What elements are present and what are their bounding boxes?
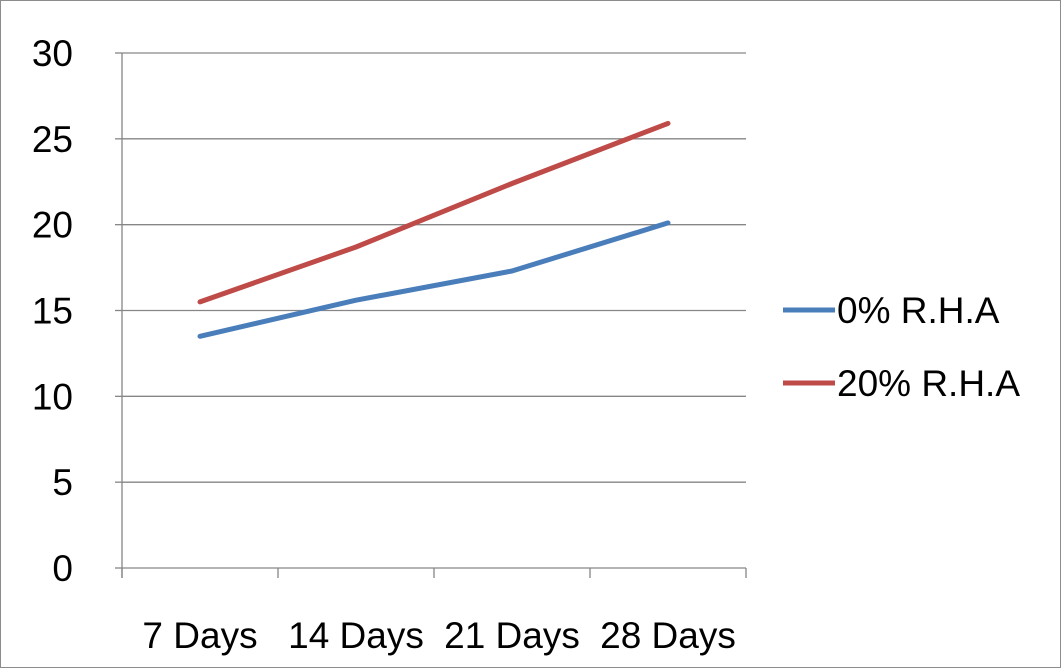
y-axis-tick-labels: 0 5 10 15 20 25 30 bbox=[32, 33, 73, 589]
gridlines bbox=[122, 53, 746, 482]
y-tick-label: 10 bbox=[32, 376, 73, 417]
x-tick-label: 28 Days bbox=[600, 615, 736, 656]
legend-label: 20% R.H.A bbox=[837, 363, 1020, 404]
y-tick-label: 30 bbox=[32, 33, 73, 74]
y-tick-label: 25 bbox=[32, 119, 73, 160]
y-tick-label: 0 bbox=[52, 548, 73, 589]
legend: 0% R.H.A 20% R.H.A bbox=[783, 290, 1020, 404]
legend-item: 0% R.H.A bbox=[783, 290, 1000, 331]
x-tick-label: 7 Days bbox=[142, 615, 257, 656]
x-tick-label: 14 Days bbox=[288, 615, 424, 656]
y-tick-label: 20 bbox=[32, 205, 73, 246]
series-lines bbox=[200, 123, 668, 336]
x-tick-label: 21 Days bbox=[444, 615, 580, 656]
x-axis-tick-labels: 7 Days 14 Days 21 Days 28 Days bbox=[142, 615, 735, 656]
y-tick-label: 5 bbox=[52, 462, 73, 503]
legend-label: 0% R.H.A bbox=[837, 290, 1000, 331]
y-tick-label: 15 bbox=[32, 291, 73, 332]
series-line-2 bbox=[200, 123, 668, 302]
legend-item: 20% R.H.A bbox=[783, 363, 1020, 404]
